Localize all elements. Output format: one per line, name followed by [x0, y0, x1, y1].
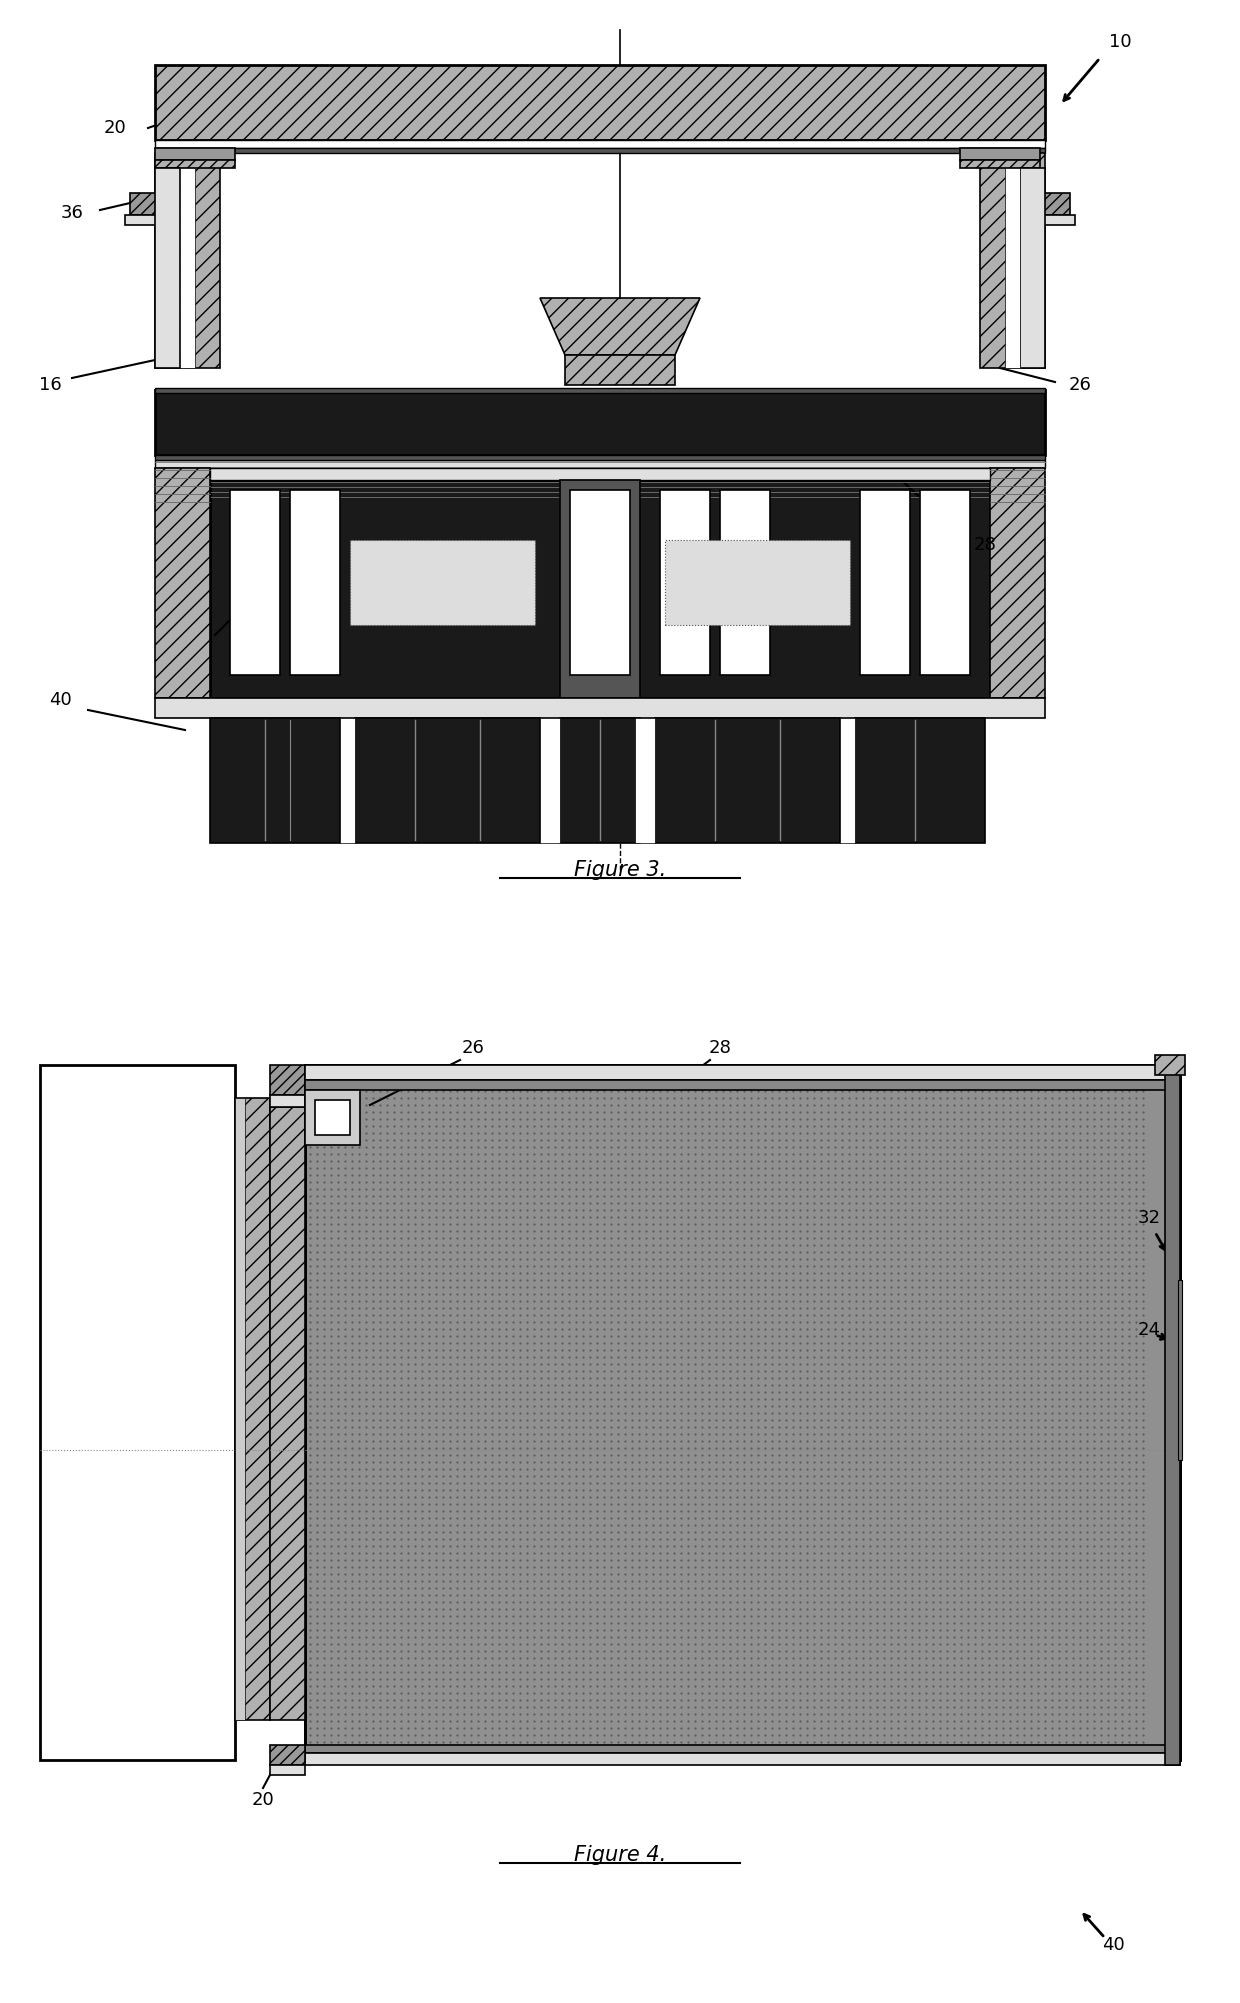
- Bar: [635, 717, 655, 843]
- Bar: [305, 1066, 1180, 1080]
- Bar: [565, 355, 675, 385]
- Text: 22: 22: [43, 1262, 67, 1280]
- Bar: [155, 168, 180, 369]
- Bar: [560, 481, 640, 697]
- Text: Figure 3.: Figure 3.: [574, 859, 666, 879]
- Bar: [155, 455, 1045, 461]
- Bar: [660, 491, 711, 675]
- Bar: [315, 1100, 350, 1136]
- Bar: [305, 1090, 360, 1146]
- Bar: [270, 1745, 305, 1765]
- Bar: [839, 717, 856, 843]
- Text: Figure 4.: Figure 4.: [574, 1845, 666, 1865]
- Bar: [305, 1080, 1180, 1090]
- Bar: [270, 1066, 305, 1096]
- Polygon shape: [539, 298, 701, 355]
- Bar: [960, 148, 1040, 160]
- Bar: [155, 461, 1045, 469]
- Bar: [570, 491, 630, 675]
- Bar: [861, 491, 910, 675]
- Bar: [305, 1066, 1180, 1761]
- Bar: [155, 152, 219, 369]
- Bar: [1154, 1056, 1185, 1076]
- Bar: [180, 168, 195, 369]
- Bar: [856, 717, 985, 843]
- Bar: [155, 469, 210, 697]
- Text: 20: 20: [252, 1791, 274, 1809]
- Bar: [305, 1745, 1180, 1753]
- Text: 20: 20: [104, 118, 126, 136]
- Bar: [1178, 1280, 1182, 1460]
- Bar: [290, 491, 340, 675]
- Bar: [270, 1108, 305, 1721]
- Text: 36: 36: [275, 1066, 299, 1084]
- Text: 10: 10: [1109, 32, 1131, 50]
- Bar: [355, 717, 539, 843]
- Bar: [350, 541, 534, 625]
- Bar: [720, 491, 770, 675]
- Bar: [305, 1066, 1180, 1761]
- Text: 32: 32: [1138, 1210, 1161, 1228]
- Bar: [1035, 214, 1075, 224]
- Bar: [1004, 168, 1021, 369]
- Bar: [155, 160, 236, 168]
- Bar: [155, 391, 1045, 455]
- Bar: [655, 717, 839, 843]
- Bar: [560, 717, 640, 843]
- Bar: [210, 481, 990, 697]
- Bar: [920, 491, 970, 675]
- Text: 24: 24: [1138, 1322, 1161, 1338]
- Bar: [1021, 168, 1045, 369]
- Bar: [236, 1098, 270, 1721]
- Text: 28: 28: [973, 537, 997, 555]
- Bar: [270, 1765, 305, 1775]
- Bar: [155, 697, 1045, 717]
- Text: 16: 16: [38, 377, 61, 395]
- Bar: [155, 140, 1045, 148]
- Text: 26: 26: [1069, 377, 1091, 395]
- Bar: [270, 1096, 305, 1108]
- Bar: [155, 148, 236, 160]
- Bar: [665, 541, 849, 625]
- Text: 40: 40: [1101, 1937, 1125, 1955]
- Bar: [539, 717, 560, 843]
- Bar: [990, 469, 1045, 697]
- Bar: [40, 1066, 236, 1761]
- Bar: [155, 389, 1045, 393]
- Text: 36: 36: [61, 204, 83, 222]
- Bar: [125, 214, 165, 224]
- Bar: [960, 160, 1040, 168]
- Bar: [229, 491, 280, 675]
- Bar: [210, 469, 990, 481]
- Bar: [340, 717, 355, 843]
- Bar: [155, 64, 1045, 140]
- Bar: [155, 148, 1045, 152]
- Bar: [210, 717, 340, 843]
- Bar: [980, 152, 1045, 369]
- Bar: [305, 1753, 1180, 1765]
- Text: 26: 26: [461, 1040, 485, 1058]
- Text: 40: 40: [48, 691, 72, 709]
- Text: 28: 28: [708, 1040, 732, 1058]
- Bar: [1035, 192, 1070, 214]
- Bar: [236, 1098, 246, 1721]
- Bar: [130, 192, 165, 214]
- Bar: [1166, 1066, 1180, 1765]
